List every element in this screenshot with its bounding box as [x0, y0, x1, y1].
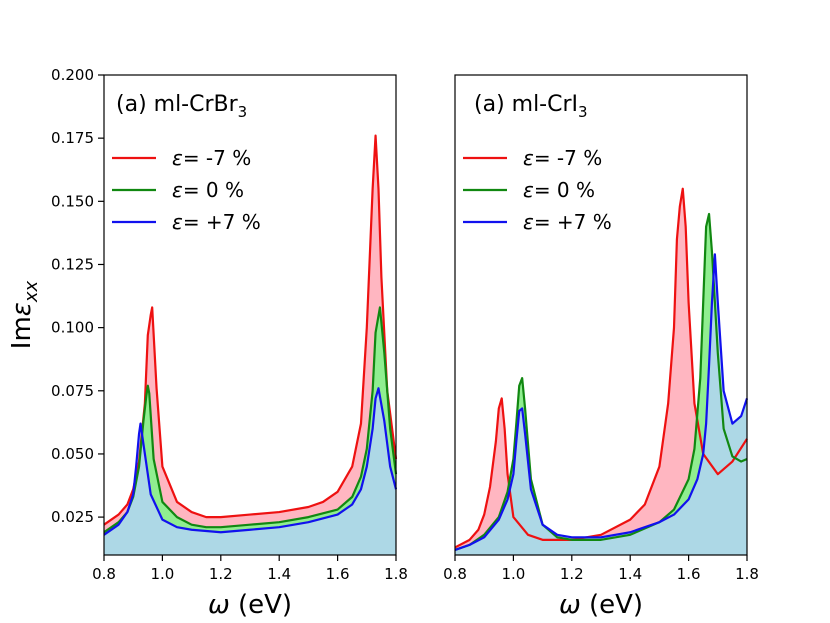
- panel-crbr3-xticks: 0.8 1.0 1.2 1.4 1.6 1.8: [92, 555, 408, 583]
- panel-cri3-legend: ε= -7 % ε= 0 % ε= +7 %: [463, 146, 612, 234]
- series-line-plus7: [103, 387, 398, 536]
- y-tick-label: 0.050: [51, 445, 94, 463]
- y-tick-label: 0.200: [51, 66, 94, 84]
- x-tick-label: 1.4: [618, 565, 642, 583]
- panel-cri3-x-axis-title: ω (eV): [559, 590, 643, 620]
- panel-cri3-lines: [454, 187, 749, 551]
- legend-entry-minus7: ε= -7 %: [523, 146, 602, 170]
- series-line-plus7: [454, 253, 749, 551]
- legend-entry-plus7: ε= +7 %: [172, 210, 261, 234]
- y-axis-title-symbol: ε: [7, 302, 37, 316]
- panel-crbr3-legend: ε= -7 % ε= 0 % ε= +7 %: [112, 146, 261, 234]
- x-tick-label: 0.8: [443, 565, 467, 583]
- x-tick-label: 1.6: [326, 565, 350, 583]
- y-tick-label: 0.025: [51, 508, 94, 526]
- panel-cri3-title-prefix: (a) ml-CrI: [474, 92, 578, 117]
- x-tick-label: 1.8: [384, 565, 408, 583]
- x-tick-label: 1.2: [560, 565, 584, 583]
- panel-cri3-fills: [455, 188, 747, 555]
- y-tick-label: 0.125: [51, 255, 94, 273]
- legend-entry-minus7: ε= -7 %: [172, 146, 251, 170]
- x-tick-label: 1.0: [150, 565, 174, 583]
- y-tick-label: 0.100: [51, 319, 94, 337]
- panel-cri3-title: (a) ml-CrI3: [474, 92, 588, 121]
- fill-band-blue: [104, 388, 396, 555]
- series-line-0: [103, 306, 398, 534]
- x-tick-label: 1.0: [501, 565, 525, 583]
- panel-crbr3-frame: [103, 74, 397, 556]
- x-tick-label: 1.4: [267, 565, 291, 583]
- panel-crbr3-title-prefix: (a) ml-CrBr: [116, 92, 239, 117]
- x-tick-label: 1.2: [209, 565, 233, 583]
- fill-band-blue: [455, 254, 747, 555]
- y-axis-title-sub: xx: [21, 280, 42, 303]
- x-tick-label: 1.8: [735, 565, 759, 583]
- panel-crbr3-yticks: 0.025 0.050 0.075 0.100 0.125 0.150 0.175 0.200: [51, 66, 104, 526]
- panel-cri3-xticks: 0.8 1.0 1.2 1.4 1.6 1.8: [443, 555, 759, 583]
- panel-cri3: 0.8 1.0 1.2 1.4 1.6 1.8 (a) ml-CrI3 ε= -7 % ε…: [443, 74, 759, 620]
- y-tick-label: 0.150: [51, 192, 94, 210]
- x-tick-label: 1.6: [677, 565, 701, 583]
- y-axis-title: Imεxx: [7, 280, 42, 349]
- panel-crbr3: 0.8 1.0 1.2 1.4 1.6 1.8 0.0250.0500.0750.1000…: [51, 66, 408, 620]
- panel-cri3-frame: [454, 74, 748, 556]
- y-axis-title-main: Im: [7, 316, 37, 349]
- panel-crbr3-x-axis-title: ω (eV): [208, 590, 292, 620]
- y-tick-label: 0.175: [51, 129, 94, 147]
- series-line-minus7: [454, 187, 748, 549]
- panel-cri3-title-sub: 3: [578, 103, 588, 121]
- panel-crbr3-lines: [103, 134, 398, 536]
- y-tick-label: 0.075: [51, 382, 94, 400]
- panel-crbr3-title: (a) ml-CrBr3: [116, 92, 247, 121]
- fill-band-red: [455, 188, 747, 550]
- panel-crbr3-title-sub: 3: [238, 103, 248, 121]
- legend-entry-0: ε= 0 %: [523, 178, 595, 202]
- legend-entry-0: ε= 0 %: [172, 178, 244, 202]
- legend-entry-plus7: ε= +7 %: [523, 210, 612, 234]
- x-tick-label: 0.8: [92, 565, 116, 583]
